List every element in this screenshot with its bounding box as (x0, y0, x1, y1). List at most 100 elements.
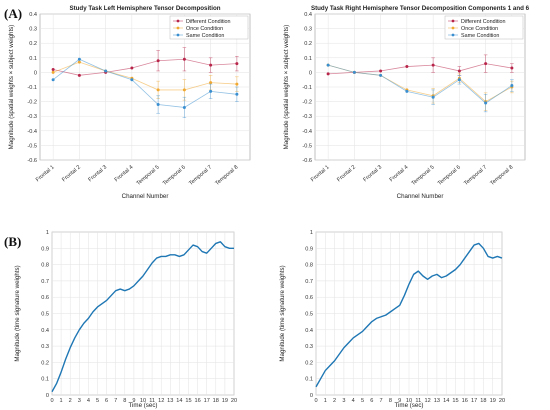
y-tick-label: 0.1 (304, 56, 312, 62)
y-tick-label: 1 (310, 230, 313, 236)
legend-swatch-marker (176, 33, 180, 37)
x-axis-label: Channel Number (397, 193, 444, 200)
x-tick-label: 1 (60, 398, 63, 404)
x-tick-label: 16 (194, 398, 200, 404)
chart-title: Study Task Left Hemisphere Tensor Decomp… (69, 5, 220, 12)
x-axis-label: Channel Number (122, 193, 169, 200)
series-line-3 (52, 58, 237, 108)
x-tick-label: 12 (424, 398, 430, 404)
y-tick-label: 0.1 (41, 377, 49, 383)
x-tick-label: 3 (78, 398, 81, 404)
x-tick-label: 12 (158, 398, 164, 404)
legend-swatch-marker (451, 33, 455, 37)
data-point (130, 66, 134, 70)
y-tick-label: -0.4 (27, 129, 37, 135)
x-tick-label: 15 (452, 398, 458, 404)
x-tick-label: 13 (434, 398, 440, 404)
x-tick-label: 2 (333, 398, 336, 404)
x-tick-label: 10 (140, 398, 146, 404)
x-tick-label: 4 (87, 398, 90, 404)
legend-label: Once Condition (186, 26, 223, 32)
right-time-signature-chart: 00.10.20.30.40.50.60.70.80.910 1 2 3 4 5 6 7 8 9 1… (279, 230, 505, 409)
x-tick-label: Temporal 5 (136, 164, 161, 186)
y-tick-label: 0.2 (29, 41, 37, 47)
y-tick-label: 0.4 (29, 12, 37, 18)
y-tick-label: 0.9 (41, 246, 49, 252)
data-point (209, 89, 213, 93)
series-line-1 (51, 241, 234, 393)
x-tick-label: Frontal 4 (389, 164, 410, 183)
series-line-1 (315, 242, 503, 388)
data-point (457, 69, 461, 73)
data-point (77, 73, 81, 77)
data-point (77, 57, 81, 61)
data-point (156, 59, 160, 63)
y-tick-label: -0.6 (27, 158, 37, 164)
y-tick-label: -0.2 (302, 100, 312, 106)
data-point (352, 70, 356, 74)
x-tick-label: 14 (176, 398, 182, 404)
data-point (379, 69, 383, 73)
x-tick-label: 4 (352, 398, 355, 404)
y-tick-label: 0.3 (29, 27, 37, 33)
data-point (209, 81, 213, 85)
x-tick-label: 5 (361, 398, 364, 404)
x-tick-label: 15 (185, 398, 191, 404)
y-tick-label: -0.3 (27, 114, 37, 120)
y-tick-label: 0.7 (305, 279, 313, 285)
data-point (182, 57, 186, 61)
y-axis-label: Magnitude (spatial weights × subject wei… (8, 25, 15, 150)
y-tick-label: 0.5 (305, 312, 313, 318)
y-tick-label: 0.3 (305, 344, 313, 350)
x-tick-label: Temporal 8 (489, 164, 514, 186)
y-tick-label: 0.8 (305, 263, 313, 269)
x-tick-label: Frontal 3 (87, 164, 108, 183)
legend-swatch-marker (451, 26, 455, 30)
x-tick-label: Temporal 5 (411, 164, 436, 186)
x-tick-label: 0 (314, 398, 317, 404)
data-point (51, 67, 55, 71)
x-tick-label: 1 (324, 398, 327, 404)
data-point (457, 78, 461, 82)
legend-swatch-marker (176, 26, 180, 30)
y-tick-label: -0.4 (302, 129, 312, 135)
y-tick-label: 0 (46, 393, 49, 399)
data-point (431, 95, 435, 99)
y-tick-label: 0.4 (305, 328, 313, 334)
data-point (235, 92, 239, 96)
x-tick-label: Frontal 1 (310, 164, 331, 183)
legend-label: Different Condition (186, 19, 231, 25)
x-tick-label: 10 (406, 398, 412, 404)
data-point (156, 103, 160, 107)
y-tick-label: 0.2 (41, 360, 49, 366)
x-tick-label: Temporal 7 (463, 164, 488, 186)
left-hemisphere-chart: 0.40.30.20.10-0.1-0.2-0.3-0.4-0.5-0.6Fro… (8, 5, 251, 200)
x-tick-label: 2 (69, 398, 72, 404)
y-tick-label: 0.3 (304, 27, 312, 33)
y-tick-label: 0.8 (41, 263, 49, 269)
y-tick-label: -0.3 (302, 114, 312, 120)
legend-swatch-marker (176, 19, 180, 23)
y-tick-label: -0.5 (302, 143, 312, 149)
x-tick-label: Temporal 6 (437, 164, 462, 186)
x-tick-label: 3 (342, 398, 345, 404)
x-tick-label: 11 (149, 398, 155, 404)
x-tick-label: Temporal 6 (162, 164, 187, 186)
y-tick-label: 0.4 (41, 328, 49, 334)
y-tick-label: 0.2 (304, 41, 312, 47)
x-tick-label: Frontal 1 (35, 164, 56, 183)
x-tick-label: Frontal 2 (61, 164, 82, 183)
x-tick-label: 7 (380, 398, 383, 404)
y-tick-label: 0.2 (305, 360, 313, 366)
x-tick-label: Frontal 3 (362, 164, 383, 183)
y-tick-label: 0.4 (304, 12, 312, 18)
panel-label-a: (A) (4, 6, 22, 21)
x-tick-label: 18 (480, 398, 486, 404)
y-tick-label: -0.1 (302, 85, 312, 91)
x-tick-label: 17 (471, 398, 477, 404)
data-point (182, 88, 186, 92)
x-tick-label: 6 (105, 398, 108, 404)
right-hemisphere-chart: 0.40.30.20.10-0.1-0.2-0.3-0.4-0.5-0.6Fro… (283, 5, 530, 200)
series-line-3 (328, 64, 513, 104)
